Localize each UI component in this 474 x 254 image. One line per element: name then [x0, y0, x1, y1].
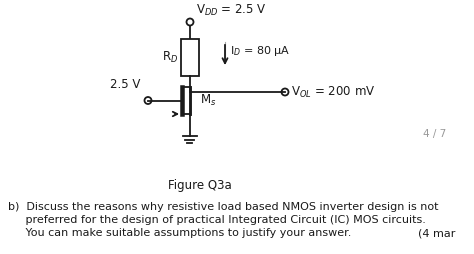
- Text: b)  Discuss the reasons why resistive load based NMOS inverter design is not: b) Discuss the reasons why resistive loa…: [8, 202, 438, 212]
- Text: R$_D$: R$_D$: [162, 50, 178, 65]
- Text: I$_D$ = 80 μA: I$_D$ = 80 μA: [230, 44, 291, 58]
- Text: You can make suitable assumptions to justify your answer.: You can make suitable assumptions to jus…: [8, 228, 351, 238]
- Text: M$_s$: M$_s$: [200, 93, 217, 108]
- Bar: [181, 39, 199, 76]
- Text: (4 mar: (4 mar: [418, 228, 455, 238]
- Text: V$_{DD}$ = 2.5 V: V$_{DD}$ = 2.5 V: [196, 3, 267, 18]
- Text: preferred for the design of practical Integrated Circuit (IC) MOS circuits.: preferred for the design of practical In…: [8, 215, 426, 225]
- Text: V$_{OL}$ = 200 mV: V$_{OL}$ = 200 mV: [291, 84, 375, 100]
- Text: 4 / 7: 4 / 7: [423, 129, 447, 139]
- Text: 2.5 V: 2.5 V: [109, 78, 140, 91]
- Text: Figure Q3a: Figure Q3a: [168, 180, 232, 193]
